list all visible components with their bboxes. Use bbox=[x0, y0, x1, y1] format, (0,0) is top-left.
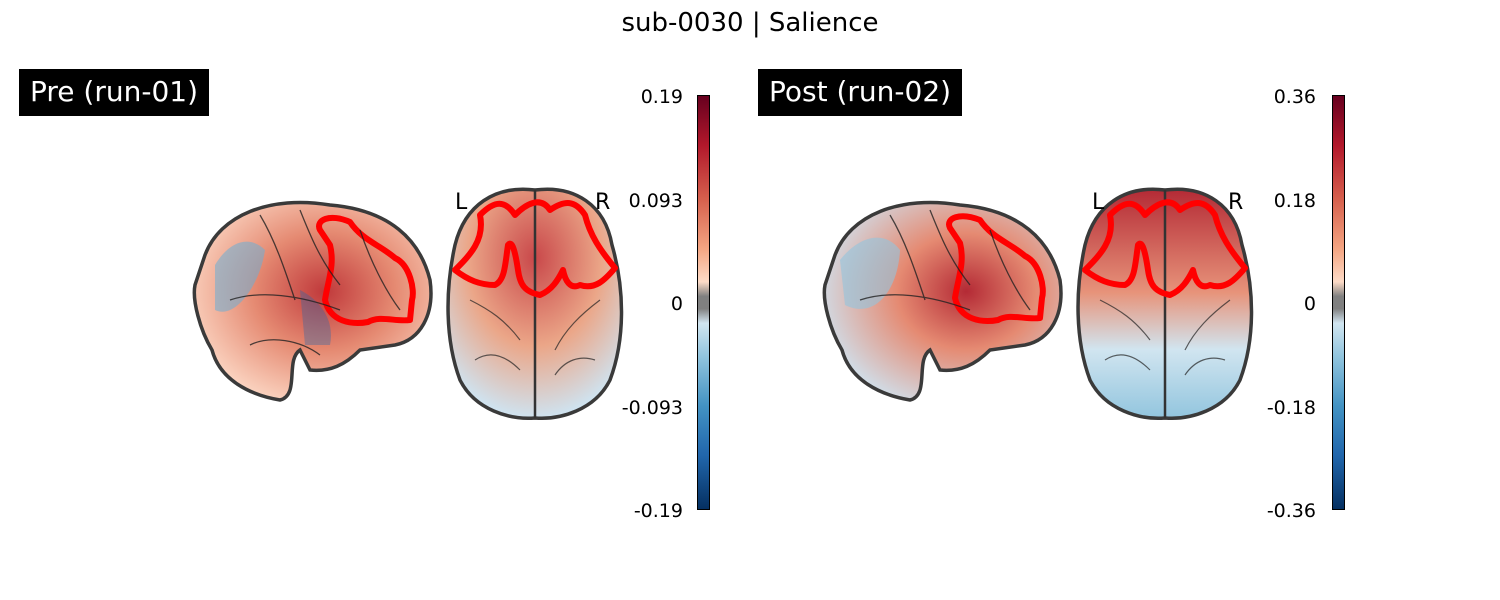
post-run-panel: Post (run-02) bbox=[640, 0, 1390, 600]
colorbar-tick: -0.19 bbox=[633, 500, 683, 522]
colorbar-tick: -0.093 bbox=[621, 397, 683, 419]
right-marker: R bbox=[595, 190, 611, 215]
glass-brain-pre bbox=[192, 187, 624, 420]
colorbar-tick: -0.18 bbox=[1266, 397, 1316, 419]
colorbar-tick: 0.19 bbox=[640, 86, 683, 108]
axial-view bbox=[446, 187, 624, 420]
colorbar-tick: 0.18 bbox=[1273, 190, 1316, 212]
left-marker: L bbox=[455, 190, 468, 215]
colorbar-tick: 0.36 bbox=[1273, 86, 1316, 108]
right-marker: R bbox=[1228, 190, 1244, 215]
panel-label: Post (run-02) bbox=[758, 69, 963, 116]
left-marker: L bbox=[1092, 190, 1105, 215]
colorbar-tick: 0.093 bbox=[628, 190, 683, 212]
colorbar-tick: -0.36 bbox=[1266, 500, 1316, 522]
panel-label: Pre (run-01) bbox=[19, 69, 209, 116]
colorbar-tick: 0 bbox=[670, 293, 683, 315]
colorbar bbox=[1332, 95, 1345, 510]
sagittal-view bbox=[192, 200, 433, 402]
sagittal-view bbox=[822, 200, 1063, 402]
pre-run-panel: Pre (run-01) bbox=[19, 69, 710, 522]
colorbar-tick: 0 bbox=[1303, 293, 1316, 315]
figure-title: sub-0030 | Salience bbox=[621, 8, 879, 38]
axial-view bbox=[1076, 187, 1254, 420]
glass-brain-post bbox=[822, 187, 1254, 420]
colorbar bbox=[697, 95, 710, 510]
